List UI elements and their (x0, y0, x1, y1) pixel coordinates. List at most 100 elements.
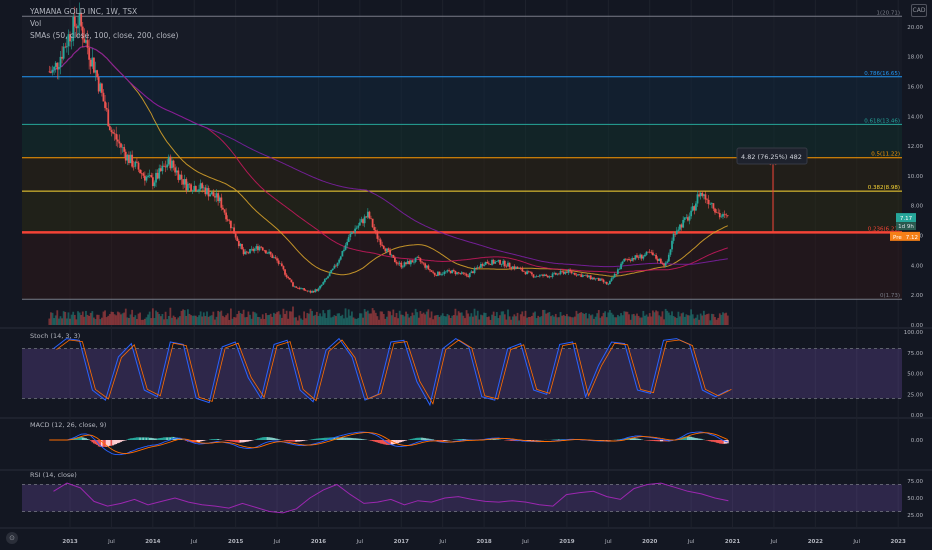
candle-body (308, 290, 310, 292)
candle-body (483, 264, 485, 266)
volume-bar (269, 313, 272, 325)
volume-bar (54, 315, 57, 325)
volume-bar (279, 314, 282, 325)
candle-body (354, 228, 356, 233)
candle-body (229, 220, 232, 229)
time-axis-tick: 2015 (228, 539, 243, 545)
fibonacci-retracement: 1(20.71) 0.786(16.65) 0.618(13.46) 0.5(11.2… (22, 10, 902, 300)
candle-body (233, 227, 235, 234)
macd-histogram-bar (261, 437, 264, 440)
candle-body (147, 175, 149, 177)
volume-bar (690, 309, 693, 325)
volume-bar (478, 319, 481, 325)
macd-histogram-bar (164, 437, 167, 440)
macd-histogram-bar (303, 440, 306, 441)
candle-body (720, 216, 723, 218)
candle-body (634, 255, 637, 260)
macd-histogram-bar (405, 440, 407, 441)
volume-bar (295, 317, 298, 325)
candle-body (357, 225, 360, 228)
candle-body (451, 270, 454, 274)
volume-bar (570, 317, 573, 325)
volume-bar (626, 311, 629, 325)
tradingview-logo-icon[interactable]: ⊙ (6, 532, 18, 544)
macd-histogram-bar (272, 437, 275, 440)
price-axis-tick: 14.00 (907, 114, 923, 120)
candle-body (691, 206, 694, 211)
volume-bar (260, 318, 263, 325)
volume-bar (293, 317, 296, 325)
macd-histogram-bar (530, 440, 533, 441)
volume-bar (136, 319, 138, 325)
volume-bar (567, 316, 570, 325)
volume-bar (80, 314, 83, 325)
macd-histogram-bar (443, 440, 446, 441)
candle-body (338, 259, 341, 263)
candle-body (182, 179, 185, 185)
candle-body (116, 139, 119, 142)
candle-body (481, 264, 484, 266)
candle-body (50, 71, 52, 73)
candle-body (331, 268, 334, 271)
volume-bar (102, 311, 105, 325)
volume-bar (285, 310, 288, 325)
candle-body (169, 156, 172, 169)
volume-bar (314, 314, 317, 325)
volume-bar (274, 313, 277, 325)
candle-body (492, 259, 495, 264)
macd-signal-line (49, 432, 728, 454)
candle-body (212, 192, 215, 197)
volume-bar (344, 308, 347, 325)
macd-histogram-bar (121, 440, 124, 442)
candle-body (319, 285, 321, 289)
oscillator-title: RSI (14, close) (30, 471, 77, 479)
volume-bar (94, 319, 97, 325)
volume-bar (695, 317, 697, 325)
macd-histogram-bar (398, 440, 401, 443)
volume-bar (511, 316, 514, 325)
macd-histogram-bar (217, 439, 220, 440)
candle-body (309, 290, 312, 293)
volume-bar (78, 312, 81, 325)
volume-bar (384, 318, 387, 325)
macd-histogram-bar (650, 440, 653, 441)
candle-body (594, 278, 597, 280)
macd-histogram-bar (249, 440, 251, 442)
candle-body (196, 191, 199, 192)
candle-body (717, 212, 720, 214)
macd-histogram-bar (648, 440, 651, 441)
candle-body (659, 258, 662, 264)
candle-body (652, 252, 654, 256)
volume-bar (653, 312, 656, 325)
candle-body (620, 263, 622, 270)
volume-bar (323, 313, 326, 325)
macd-histogram-bar (507, 440, 509, 441)
time-axis-tick: Jul (687, 539, 695, 545)
volume-bar (480, 314, 482, 325)
macd-histogram-bar (93, 440, 95, 444)
macd-histogram-bar (274, 438, 277, 440)
candle-body (467, 275, 470, 277)
candle-body (131, 154, 134, 167)
candle-body (416, 257, 419, 258)
macd-histogram-bar (373, 440, 376, 442)
macd-histogram-bar (215, 438, 218, 440)
candle-body (669, 249, 672, 255)
time-axis-tick: 2013 (62, 539, 77, 545)
candle-body (545, 274, 548, 276)
volume-bar (357, 317, 360, 325)
macd-histogram-bar (190, 440, 192, 443)
candle-body (554, 272, 557, 275)
pre-market-value: 7.12 (906, 235, 918, 241)
volume-bar (89, 312, 92, 325)
candle-body (722, 214, 724, 217)
macd-histogram-bar (695, 438, 697, 440)
candle-body (567, 269, 570, 273)
volume-bar (107, 315, 110, 325)
currency-badge[interactable]: CAD (911, 4, 927, 17)
candle-body (222, 207, 224, 210)
candle-body (201, 183, 204, 189)
candle-body (452, 270, 455, 271)
macd-histogram-bar (379, 440, 382, 444)
